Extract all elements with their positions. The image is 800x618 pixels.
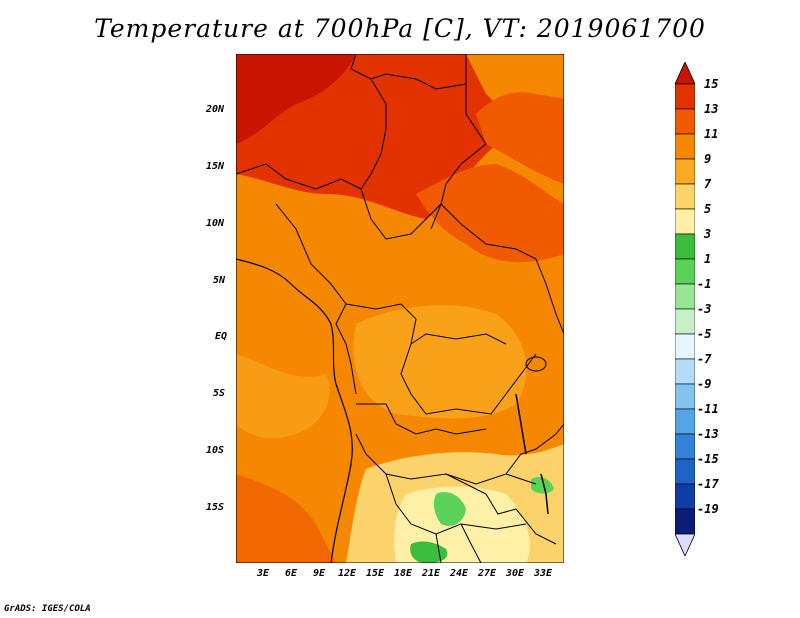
contour-green-spot-3 [531, 477, 554, 494]
temperature-map [236, 54, 564, 563]
legend-label: -5 [697, 327, 712, 341]
legend-label: -1 [697, 277, 712, 291]
lake-malawi [540, 473, 549, 515]
chart-title: Temperature at 700hPa [C], VT: 201906170… [94, 14, 706, 43]
legend-label: -13 [697, 427, 719, 441]
legend-label: 3 [704, 227, 712, 241]
legend-swatch [675, 458, 695, 485]
lon-label: 18E [394, 568, 413, 579]
lat-label: 10N [206, 218, 225, 229]
legend-label: 7 [704, 177, 712, 191]
legend-label: 9 [704, 152, 712, 166]
legend-label: -7 [697, 352, 712, 366]
legend-label: 5 [704, 202, 712, 216]
lon-label: 12E [338, 568, 357, 579]
legend-label: -19 [697, 502, 719, 516]
lat-label: EQ [215, 331, 228, 342]
legend-swatch [675, 308, 695, 335]
legend-swatch [675, 208, 695, 235]
legend-swatch [675, 158, 695, 185]
lake-victoria [525, 356, 547, 372]
legend-top-triangle [675, 62, 695, 85]
legend-swatch [675, 483, 695, 510]
country-borders [236, 54, 564, 563]
color-legend [675, 62, 695, 556]
legend-swatch [675, 183, 695, 210]
legend-swatch [675, 83, 695, 110]
contour-13c-north [236, 54, 564, 219]
coastline-west [236, 258, 353, 563]
legend-swatch [675, 383, 695, 410]
lon-label: 15E [366, 568, 385, 579]
contour-green-spot-1 [433, 492, 466, 526]
lake-tanganyika [515, 393, 527, 455]
grads-credit: GrADS: IGES/COLA [4, 604, 91, 614]
lat-label: 20N [206, 104, 225, 115]
lat-label: 5S [213, 388, 226, 399]
legend-label: 13 [704, 102, 719, 116]
contour-13c-east [416, 164, 564, 263]
legend-label: -9 [697, 377, 712, 391]
lat-label: 15N [206, 161, 225, 172]
lat-label: 5N [213, 275, 226, 286]
legend-swatch [675, 358, 695, 385]
lat-label: 10S [206, 445, 225, 456]
legend-swatch [675, 233, 695, 260]
legend-label: 1 [704, 252, 712, 266]
legend-swatch [675, 333, 695, 360]
legend-swatch [675, 408, 695, 435]
legend-swatch [675, 433, 695, 460]
contour-11c-southwest [236, 474, 336, 563]
legend-label: -3 [697, 302, 712, 316]
contour-9c-west [236, 354, 330, 439]
legend-label: -17 [697, 477, 719, 491]
legend-bottom-triangle [675, 533, 695, 556]
lon-label: 21E [422, 568, 441, 579]
lon-label: 24E [450, 568, 469, 579]
legend-label: 15 [704, 77, 719, 91]
lon-label: 33E [534, 568, 553, 579]
contour-9c-central [353, 305, 527, 419]
legend-swatch [675, 283, 695, 310]
lon-label: 9E [313, 568, 326, 579]
legend-swatch [675, 508, 695, 535]
lat-label: 15S [206, 502, 225, 513]
lon-label: 30E [506, 568, 525, 579]
lon-label: 6E [285, 568, 298, 579]
legend-label: 11 [704, 127, 719, 141]
legend-swatch [675, 133, 695, 160]
lon-label: 27E [478, 568, 497, 579]
legend-label: -15 [697, 452, 719, 466]
contour-13c-ne-blob [476, 92, 564, 184]
contour-15c-northwest [236, 54, 356, 144]
legend-swatch [675, 258, 695, 285]
legend-label: -11 [697, 402, 719, 416]
legend-swatch [675, 108, 695, 135]
lon-label: 3E [257, 568, 270, 579]
